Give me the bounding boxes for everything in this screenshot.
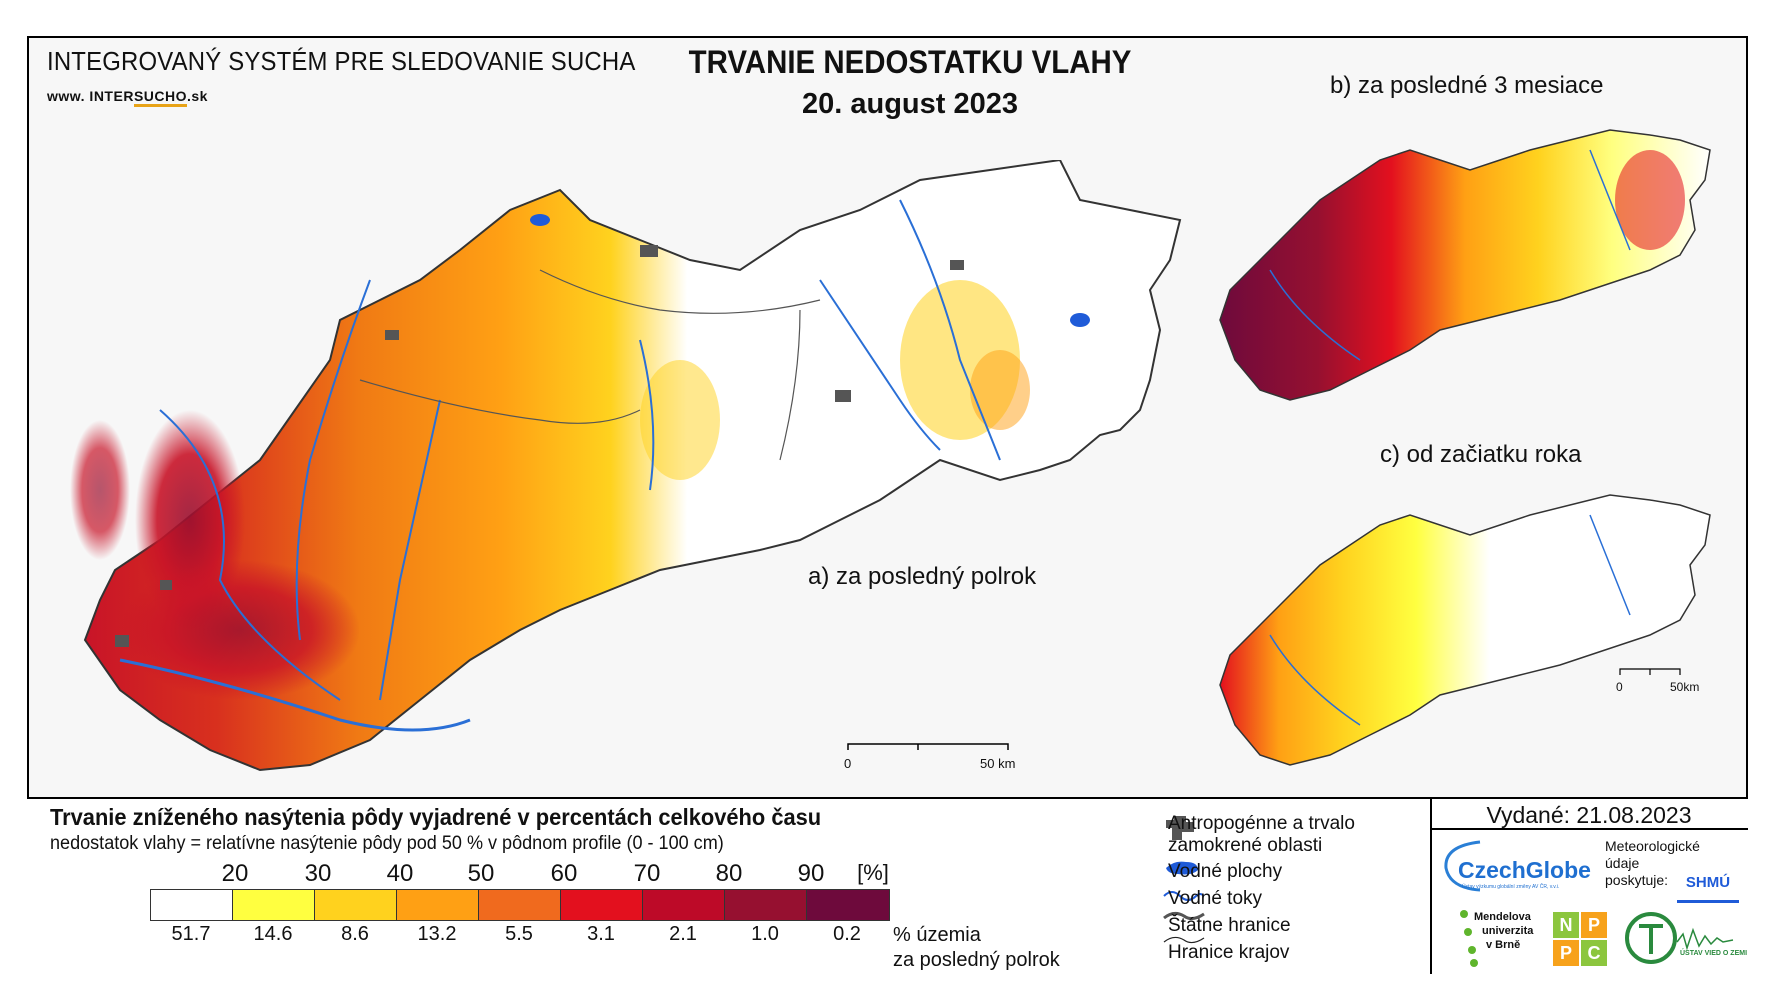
color-class-3 <box>397 890 479 920</box>
map-c-label: c) od začiatku roka <box>1380 441 1582 468</box>
mendelu-line3: v Brně <box>1486 939 1521 951</box>
meteo-credit: Meteorologické údaje poskytuje: <box>1605 838 1700 889</box>
mendelu-line1: Mendelova <box>1474 911 1531 923</box>
tick-40: 40 <box>386 860 414 887</box>
nppc-letter-4: C <box>1581 940 1607 966</box>
legend-anthropogenic-line1: Antropogénne a trvalo <box>1168 813 1355 834</box>
color-class-1 <box>233 890 315 920</box>
mendelu-dots <box>1460 910 1478 967</box>
color-class-5 <box>561 890 643 920</box>
map-b-label: b) za posledné 3 mesiace <box>1330 72 1604 99</box>
scale-main-zero: 0 <box>844 756 852 771</box>
pct-note-line1: % územia <box>893 924 981 946</box>
symbol-icons <box>1163 816 1205 944</box>
region-border-icon <box>1163 936 1205 944</box>
map-date: 20. august 2023 <box>802 88 1018 120</box>
tick-90: 90 <box>797 860 825 887</box>
nppc-logo: N P P C <box>1553 912 1607 966</box>
meteo-line1: Meteorologické <box>1605 838 1700 854</box>
tick-unit: [%] <box>857 860 889 885</box>
pct-value-6: 2.1 <box>669 923 697 945</box>
water-body-icon <box>1166 861 1198 875</box>
system-name: INTEGROVANÝ SYSTÉM PRE SLEDOVANIE SUCHA <box>47 46 636 76</box>
pct-note: % územia za posledný polrok <box>893 923 1060 973</box>
pct-value-7: 1.0 <box>751 923 779 945</box>
color-class-6 <box>643 890 725 920</box>
url-mid: SUCHO <box>133 88 187 107</box>
inset-map-b <box>1219 129 1711 401</box>
color-class-4 <box>479 890 561 920</box>
scale-small-fifty: 50km <box>1670 680 1700 694</box>
tick-20: 20 <box>221 860 249 887</box>
nppc-letter-3: P <box>1553 940 1579 966</box>
slovakia-outline-b <box>1219 129 1711 401</box>
pct-value-5: 3.1 <box>587 923 615 945</box>
tick-30: 30 <box>304 860 332 887</box>
czechglobe-subtitle: Ústav výzkumu globální změny AV ČR, v.v.… <box>1462 884 1560 890</box>
meteo-line2: údaje <box>1605 855 1640 871</box>
url-suffix: .sk <box>187 88 208 104</box>
pct-value-0: 51.7 <box>171 923 211 945</box>
color-class-0 <box>151 890 233 920</box>
slovakia-outline-c <box>1219 494 1711 766</box>
main-map-a <box>70 160 1182 772</box>
color-scale-bar <box>150 889 890 921</box>
mendelu-logo: Mendelova univerzita v Brně <box>1474 910 1533 952</box>
url-prefix: www. INTER <box>47 88 134 104</box>
legend-water-streams: Vodné toky <box>1168 888 1263 909</box>
website-link[interactable]: www. INTERSUCHO.sk <box>47 88 208 107</box>
color-class-7 <box>725 890 807 920</box>
meteo-line3: poskytuje: <box>1605 872 1669 888</box>
shmu-name: SHMÚ <box>1685 874 1731 891</box>
tick-80: 80 <box>715 860 743 887</box>
legend-title: Trvanie zníženého nasýtenia pôdy vyjadre… <box>50 804 822 830</box>
map-title: TRVANIE NEDOSTATKU VLAHY <box>688 44 1132 80</box>
shmu-logo: SHMÚ <box>1677 870 1739 903</box>
tick-50: 50 <box>467 860 495 887</box>
issued-divider <box>1430 828 1748 830</box>
map-a-label: a) za posledný polrok <box>808 563 1037 590</box>
pct-value-2: 8.6 <box>341 923 369 945</box>
scale-main-fifty: 50 km <box>980 756 1016 771</box>
legend-water-bodies: Vodné plochy <box>1168 861 1283 882</box>
color-class-2 <box>315 890 397 920</box>
issued-date: Vydané: 21.08.2023 <box>1486 802 1692 828</box>
legend-region-border: Hranice krajov <box>1168 942 1290 963</box>
czechglobe-name: CzechGlobe <box>1458 857 1591 883</box>
credits-divider <box>1430 797 1432 974</box>
anthropogenic-area-icon <box>1166 816 1194 840</box>
legend-state-border: Štátne hranice <box>1168 915 1291 936</box>
uvz-name: ÚSTAV VIED O ZEMI <box>1680 950 1748 957</box>
color-class-8 <box>807 890 889 920</box>
mendelu-line2: univerzita <box>1482 925 1534 937</box>
state-border-icon <box>1163 911 1205 921</box>
legend-anthropogenic-line2: zamokrené oblasti <box>1168 835 1323 856</box>
pct-value-3: 13.2 <box>417 923 457 945</box>
czechglobe-logo <box>1444 840 1481 892</box>
tick-70: 70 <box>633 860 661 887</box>
scale-small-zero: 0 <box>1616 680 1623 694</box>
water-stream-icon <box>1163 891 1205 901</box>
pct-value-4: 5.5 <box>505 923 533 945</box>
legend-subtitle: nedostatok vlahy = relatívne nasýtenie p… <box>50 833 724 854</box>
nppc-letter-2: P <box>1581 912 1607 938</box>
tick-60: 60 <box>550 860 578 887</box>
uvz-logo <box>1625 912 1734 964</box>
pct-note-line2: za posledný polrok <box>893 949 1060 971</box>
nppc-letter-1: N <box>1553 912 1579 938</box>
pct-value-8: 0.2 <box>833 923 861 945</box>
pct-value-1: 14.6 <box>253 923 293 945</box>
inset-map-c <box>1219 494 1711 766</box>
legend-anthropogenic: Antropogénne a trvalo zamokrené oblasti <box>1168 813 1355 857</box>
